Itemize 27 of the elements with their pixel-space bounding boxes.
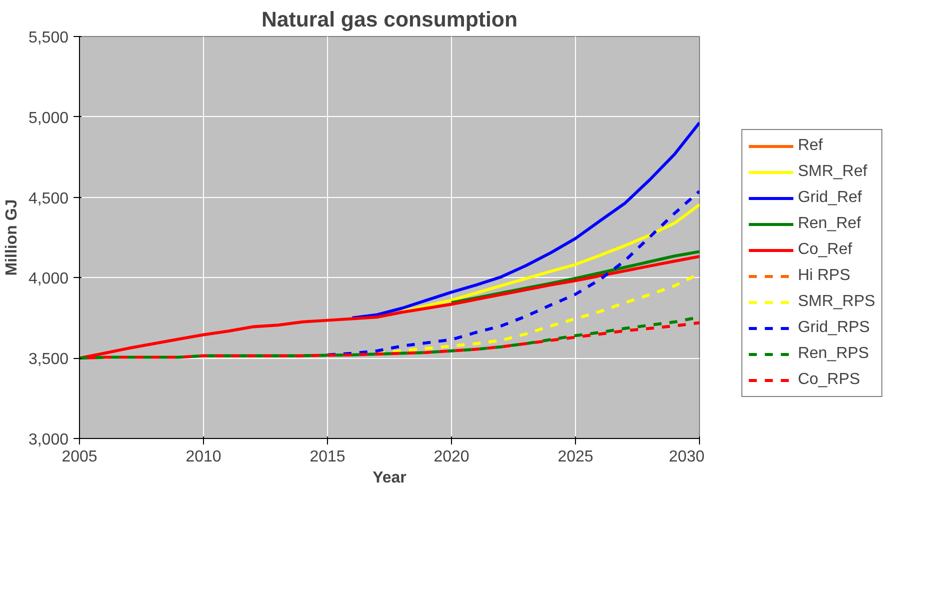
x-tick-label: 2030 bbox=[668, 448, 705, 466]
y-tick-label: 4,500 bbox=[28, 190, 69, 208]
legend-label: SMR_Ref bbox=[798, 162, 868, 180]
legend-label: Ren_RPS bbox=[798, 344, 869, 362]
y-tick-label: 3,500 bbox=[28, 351, 69, 368]
x-axis-title: Year bbox=[372, 470, 406, 486]
y-tick-label: 4,000 bbox=[28, 270, 69, 288]
legend-label: Ref bbox=[798, 136, 823, 154]
legend-label: Ren_Ref bbox=[798, 214, 861, 232]
x-tick-label: 2020 bbox=[434, 448, 470, 466]
line-series bbox=[400, 203, 700, 313]
legend-label: Grid_RPS bbox=[798, 318, 870, 336]
x-tick-label: 2025 bbox=[558, 448, 594, 466]
legend-label: Co_RPS bbox=[798, 370, 860, 388]
legend-label: Co_Ref bbox=[798, 240, 852, 258]
y-tick-label: 5,000 bbox=[28, 110, 69, 127]
legend-label: Grid_Ref bbox=[798, 188, 862, 206]
y-axis-title: Million GJ bbox=[3, 199, 20, 276]
y-tick-label: 3,000 bbox=[28, 432, 69, 448]
legend-label: Hi RPS bbox=[798, 266, 850, 284]
chart-title: Natural gas consumption bbox=[262, 8, 518, 32]
y-tick-label: 5,500 bbox=[28, 30, 69, 46]
line-series bbox=[350, 121, 700, 320]
legend-label: SMR_RPS bbox=[798, 292, 876, 310]
x-tick-label: 2010 bbox=[186, 448, 222, 466]
x-tick-label: 2005 bbox=[62, 448, 98, 466]
x-tick-label: 2015 bbox=[310, 448, 346, 466]
